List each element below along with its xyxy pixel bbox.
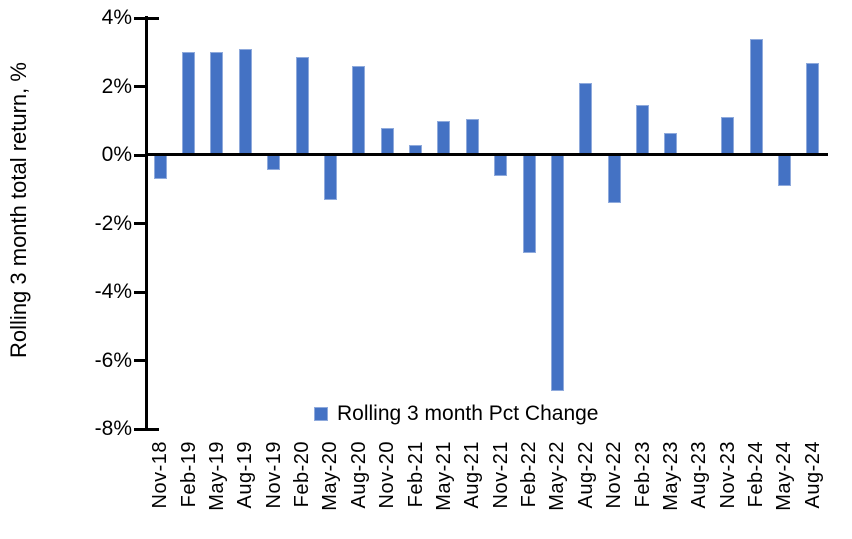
bar-Aug-19 <box>238 48 252 155</box>
y-tick-mark <box>134 153 145 157</box>
y-axis-end-cap <box>148 16 159 20</box>
x-tick-label: Feb-21 <box>404 441 427 508</box>
bar-Nov-20 <box>380 127 394 155</box>
y-axis-line <box>145 16 148 431</box>
y-tick-label: 2% <box>101 74 132 98</box>
y-tick-label: -6% <box>94 348 132 372</box>
x-tick-label: Aug-20 <box>347 441 370 509</box>
bar-Nov-18 <box>153 155 167 179</box>
y-tick-mark <box>134 85 145 88</box>
bar-Aug-21 <box>465 119 479 155</box>
y-axis-title: Rolling 3 month total return, % <box>6 62 31 358</box>
x-tick-label: Aug-23 <box>688 441 711 509</box>
bar-Aug-20 <box>352 65 366 155</box>
y-axis-end-cap <box>148 427 159 431</box>
bar-Feb-20 <box>295 57 309 155</box>
bar-May-21 <box>437 120 451 155</box>
legend: Rolling 3 month Pct Change <box>314 402 599 426</box>
x-tick-label: May-23 <box>659 441 682 511</box>
x-tick-label: Aug-24 <box>801 441 824 509</box>
bar-Nov-19 <box>267 155 281 171</box>
y-tick-label: 4% <box>101 6 132 29</box>
bar-Nov-23 <box>721 117 735 155</box>
y-tick-label: 0% <box>101 143 132 166</box>
x-tick-label: Aug-21 <box>461 441 484 509</box>
y-tick-label: -8% <box>94 417 132 440</box>
bar-Aug-22 <box>579 83 593 155</box>
x-axis-zero-line <box>145 153 828 156</box>
x-tick-label: Nov-23 <box>716 441 739 509</box>
y-tick-mark <box>134 359 145 362</box>
x-tick-label: May-21 <box>432 441 455 511</box>
x-tick-label: May-20 <box>319 441 342 511</box>
legend-label: Rolling 3 month Pct Change <box>337 402 599 425</box>
x-tick-label: Nov-19 <box>262 441 285 509</box>
x-tick-label: Feb-23 <box>631 441 654 508</box>
bar-Feb-22 <box>522 155 536 253</box>
x-tick-label: Feb-19 <box>177 441 200 508</box>
x-tick-label: Feb-22 <box>518 441 541 508</box>
x-tick-label: May-19 <box>205 441 228 511</box>
y-tick-mark <box>134 427 145 431</box>
bar-May-23 <box>664 132 678 155</box>
x-tick-label: Feb-20 <box>291 441 314 508</box>
x-tick-label: Feb-24 <box>745 441 768 508</box>
bar-Feb-23 <box>636 105 650 155</box>
bar-May-22 <box>550 155 564 392</box>
bar-Nov-22 <box>607 155 621 203</box>
x-tick-label: Nov-20 <box>376 441 399 509</box>
bar-Nov-21 <box>494 155 508 176</box>
bar-Feb-19 <box>182 52 196 155</box>
x-tick-label: Nov-21 <box>489 441 512 509</box>
x-tick-label: May-24 <box>773 441 796 511</box>
y-tick-label: -2% <box>94 211 132 235</box>
bar-May-24 <box>777 155 791 186</box>
legend-swatch-icon <box>314 407 328 421</box>
x-tick-label: Aug-19 <box>234 441 257 509</box>
bar-May-20 <box>323 155 337 200</box>
y-tick-label: -4% <box>94 280 132 303</box>
bar-Feb-24 <box>749 38 763 155</box>
y-tick-mark <box>134 290 145 294</box>
x-tick-label: Nov-22 <box>603 441 626 509</box>
x-tick-label: Nov-18 <box>149 441 172 509</box>
y-tick-mark <box>134 222 145 225</box>
bar-Aug-24 <box>806 62 820 155</box>
x-tick-label: Aug-22 <box>574 441 597 509</box>
bar-May-19 <box>210 52 224 155</box>
x-tick-label: May-22 <box>546 441 569 511</box>
y-tick-mark <box>134 16 145 20</box>
